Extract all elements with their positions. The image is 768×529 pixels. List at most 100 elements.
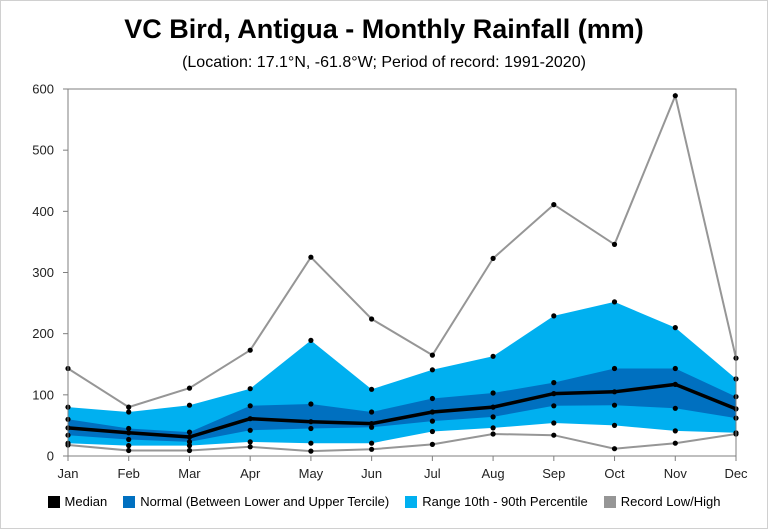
y-tick-label: 0	[47, 449, 54, 464]
record-low-point	[672, 440, 678, 446]
median-point	[672, 381, 678, 387]
range-lower-point	[672, 428, 678, 434]
legend-label-record: Record Low/High	[620, 494, 721, 509]
range-upper-point	[186, 402, 193, 408]
legend-label-median: Median	[64, 494, 108, 509]
normal-lower-point	[429, 418, 435, 424]
chart-axes: 0 100 200 300 400 500 600 Jan Feb Mar Apr May Jun Jul…	[32, 82, 748, 482]
y-tick-label: 100	[32, 387, 54, 402]
record-high-point	[247, 347, 253, 353]
median-point	[551, 391, 557, 397]
legend-swatch-median	[47, 495, 60, 508]
median-point	[186, 434, 193, 440]
range-lower-point	[308, 440, 314, 446]
range-upper-point	[429, 367, 435, 373]
range-upper-point	[611, 299, 618, 305]
normal-upper-point	[126, 425, 132, 432]
legend-label-normal: Normal (Between Lower and Upper Tercile)	[140, 494, 390, 509]
x-tick-label: Jun	[361, 466, 382, 481]
chart-points	[65, 93, 739, 454]
median-point	[369, 421, 375, 427]
record-high-point	[369, 316, 375, 322]
range-lower-point	[490, 425, 496, 431]
normal-upper-point	[308, 401, 314, 407]
range-upper-point	[490, 353, 496, 359]
x-tick-label: Jul	[424, 466, 441, 481]
normal-lower-point	[672, 405, 678, 411]
median-point	[429, 409, 435, 415]
range-upper-point	[672, 325, 678, 331]
record-low-point	[429, 441, 435, 447]
record-low-point	[186, 447, 193, 454]
legend-swatch-range	[405, 495, 418, 508]
median-point	[490, 404, 496, 410]
record-high-point	[186, 385, 193, 391]
range-lower-point	[369, 440, 375, 446]
x-tick-label: Nov	[664, 466, 688, 481]
median-point	[126, 430, 132, 436]
y-tick-label: 600	[32, 82, 54, 97]
range-lower-point	[247, 439, 253, 445]
normal-lower-point	[186, 439, 193, 445]
record-high-point	[611, 241, 618, 247]
normal-lower-point	[126, 436, 132, 443]
legend: Median Normal (Between Lower and Upper T…	[0, 494, 768, 509]
range-lower-point	[551, 420, 557, 426]
record-low-point	[308, 448, 314, 454]
record-high-point	[490, 255, 496, 261]
chart-bands	[68, 301, 736, 446]
range-upper-point	[126, 409, 132, 415]
normal-lower-point	[551, 403, 557, 409]
x-tick-label: Mar	[178, 466, 201, 481]
x-tick-label: Feb	[118, 466, 140, 481]
record-low-point	[247, 444, 253, 450]
record-low-point	[369, 446, 375, 452]
range-lower-point	[611, 422, 618, 428]
x-tick-label: Apr	[240, 466, 261, 481]
legend-swatch-normal	[123, 495, 136, 508]
y-tick-label: 400	[32, 204, 54, 219]
normal-upper-point	[186, 429, 193, 435]
record-high-point	[551, 202, 557, 208]
y-tick-label: 500	[32, 143, 54, 158]
median-line	[67, 382, 737, 439]
median-point	[611, 389, 618, 395]
record-low-point	[551, 432, 557, 438]
x-tick-label: May	[299, 466, 324, 481]
record-high-point	[429, 352, 435, 358]
x-tick-label: Oct	[604, 466, 625, 481]
record-high-line	[67, 92, 737, 409]
y-tick-label: 200	[32, 326, 54, 341]
normal-upper-point	[369, 409, 375, 415]
x-tick-label: Sep	[542, 466, 565, 481]
median-point	[308, 419, 314, 425]
legend-swatch-record	[603, 495, 616, 508]
record-low-point	[611, 446, 618, 452]
y-tick-label: 300	[32, 265, 54, 280]
chart-subtitle: (Location: 17.1°N, -61.8°W; Period of re…	[182, 54, 586, 71]
legend-item-range: Range 10th - 90th Percentile	[405, 494, 588, 509]
normal-lower-point	[611, 402, 618, 408]
legend-item-normal: Normal (Between Lower and Upper Tercile)	[123, 494, 389, 509]
normal-upper-point	[551, 380, 557, 386]
legend-label-range: Range 10th - 90th Percentile	[422, 494, 588, 509]
normal-upper-point	[490, 390, 496, 396]
range-upper-point	[551, 313, 557, 319]
normal-upper-point	[429, 395, 435, 402]
normal-lower-point	[247, 427, 253, 433]
normal-upper-point	[672, 365, 678, 372]
record-high-point	[126, 404, 132, 410]
x-tick-label: Dec	[724, 466, 748, 481]
x-tick-label: Jan	[58, 466, 79, 481]
record-high-point	[308, 254, 314, 260]
range-lower-point	[126, 443, 132, 449]
normal-upper-point	[247, 403, 253, 409]
record-low-point	[490, 431, 496, 437]
range-upper-point	[308, 337, 314, 343]
normal-lower-point	[369, 424, 375, 430]
x-tick-label: Aug	[482, 466, 505, 481]
median-point	[247, 416, 253, 422]
legend-item-record: Record Low/High	[603, 494, 721, 509]
chart-title: VC Bird, Antigua - Monthly Rainfall (mm)	[124, 14, 644, 44]
record-high-point	[672, 93, 678, 99]
